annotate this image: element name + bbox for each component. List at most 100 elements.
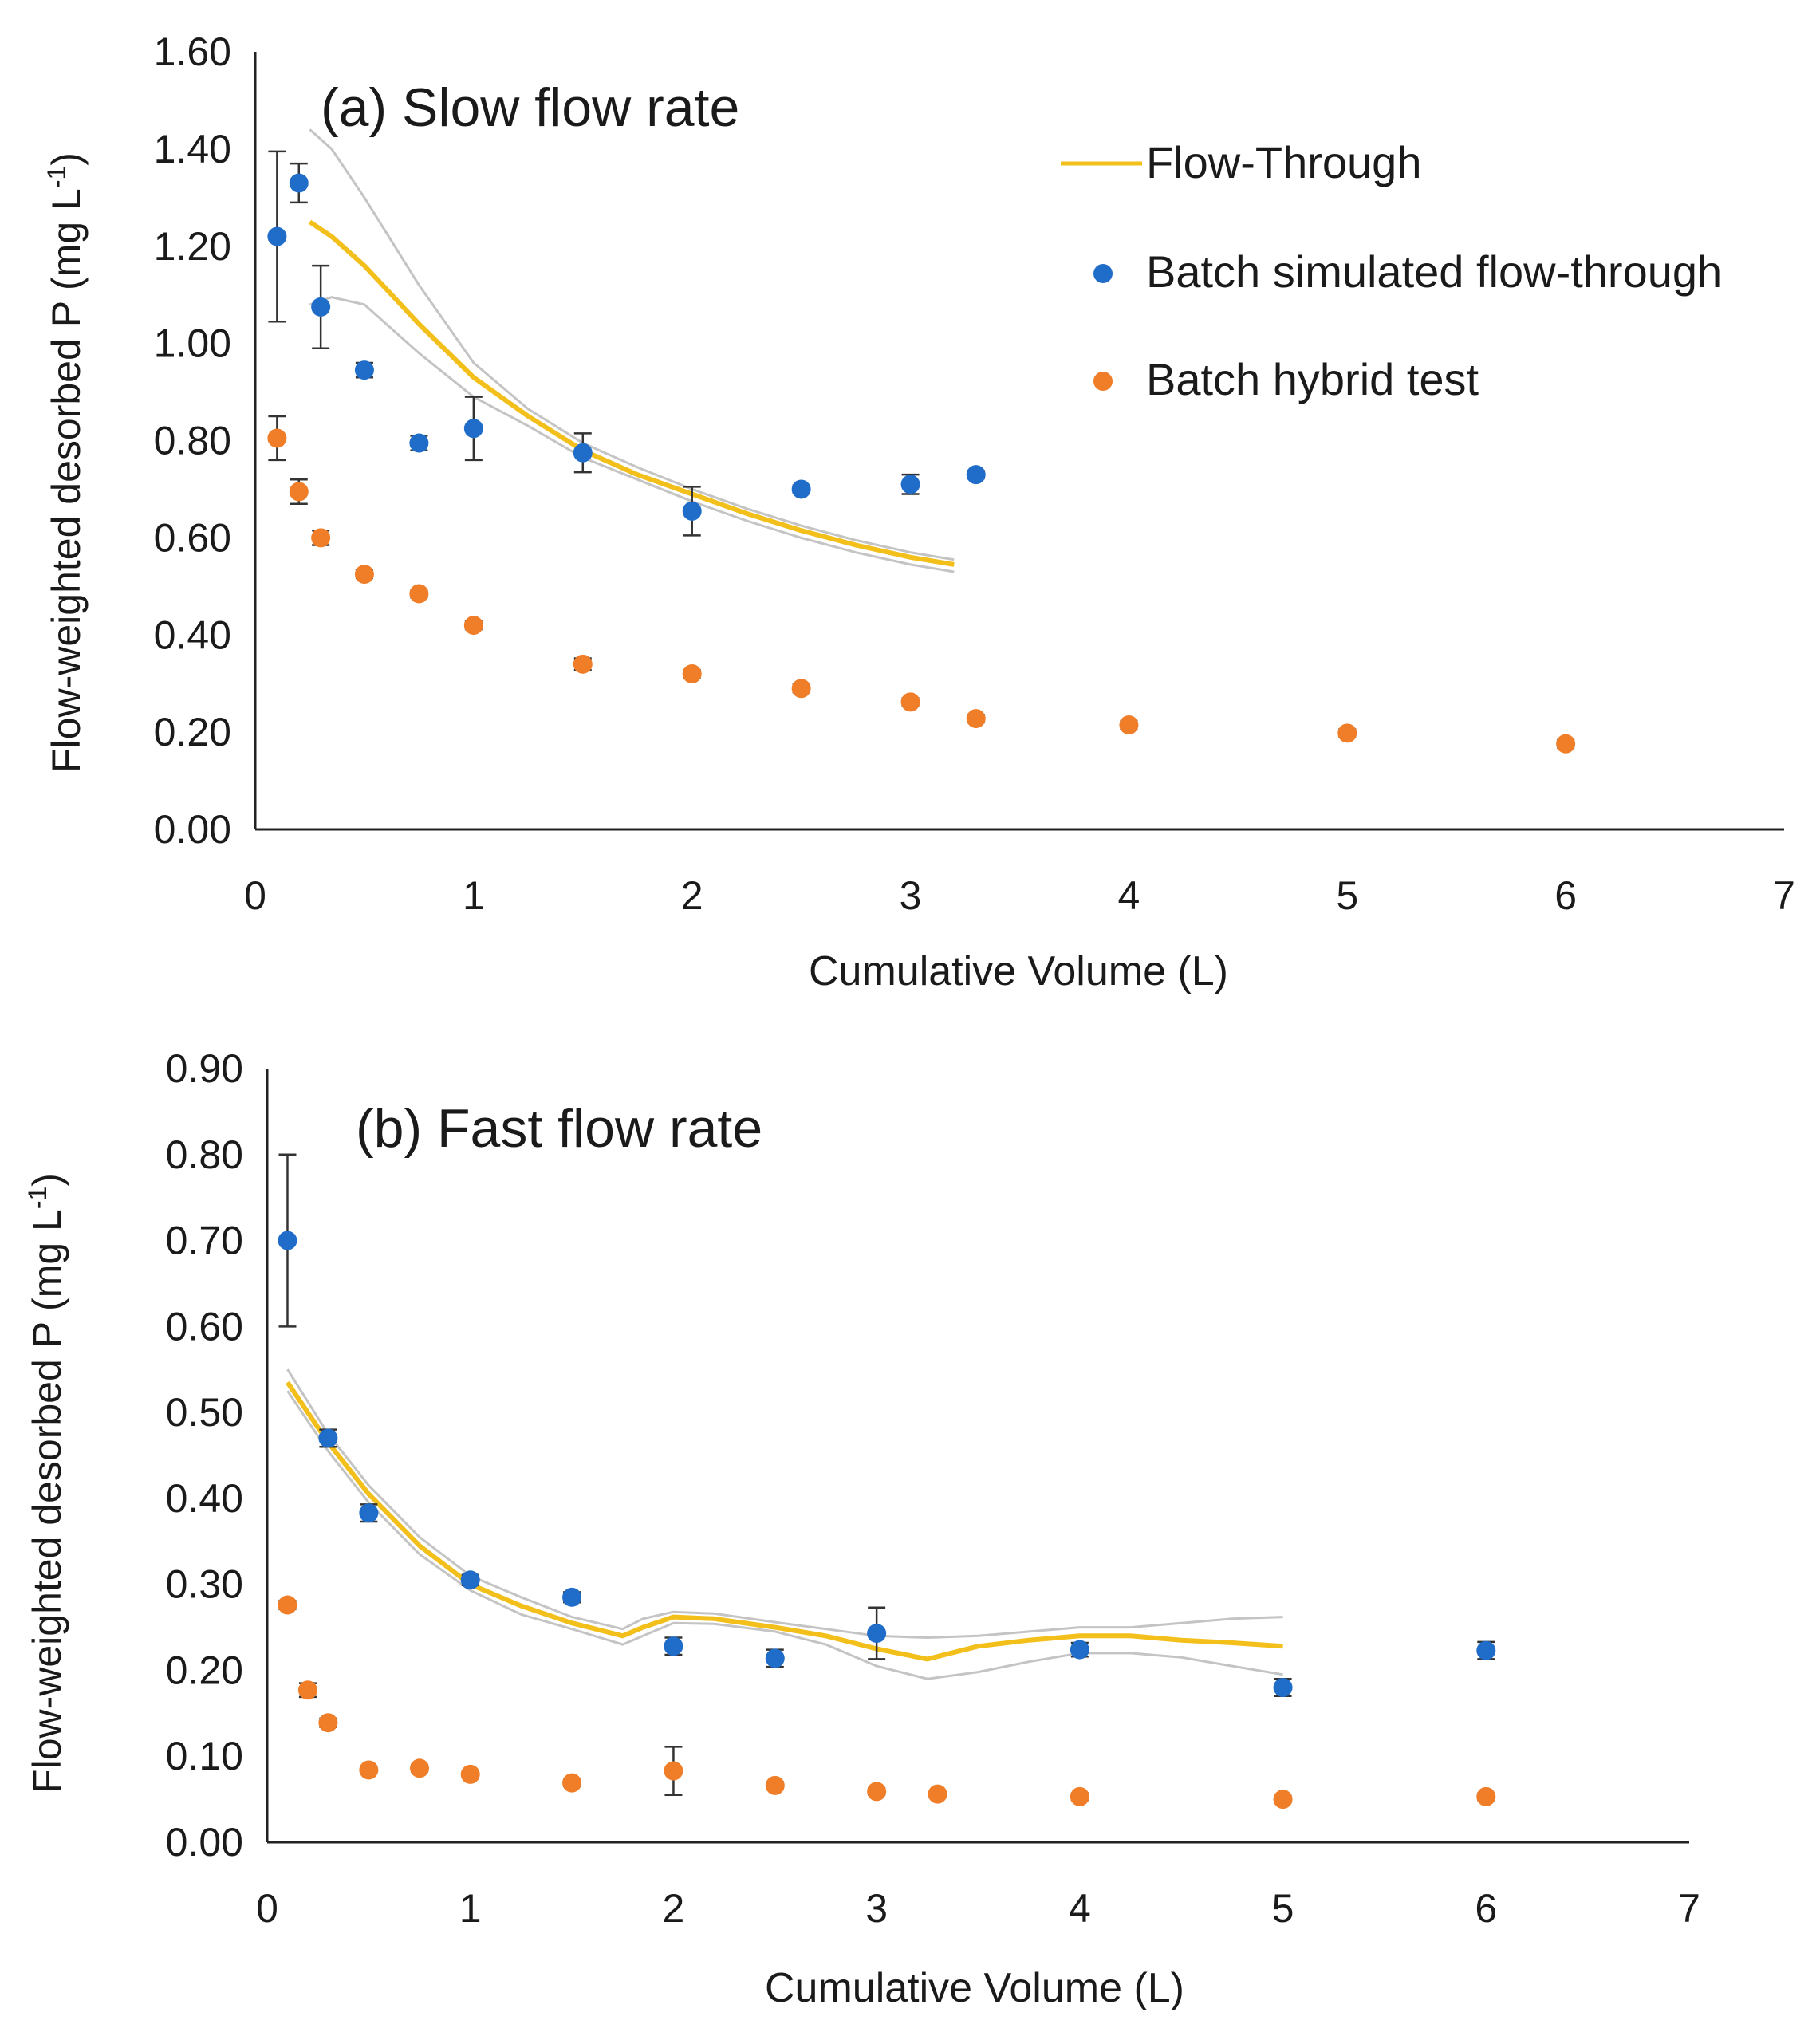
panel-a-y-tick-label: 1.60 <box>154 30 231 74</box>
panel-a-y-tick-label: 1.20 <box>154 224 231 269</box>
panel-b-batch-simulated-point <box>1070 1640 1089 1660</box>
legend-flow-through-label: Flow-Through <box>1146 137 1421 187</box>
panel-a-flow-through-lower-bound <box>309 296 955 573</box>
panel-a: 0.00 0.20 0.40 0.60 0.80 1.00 1.20 1.40 1.60 0 1 2 3… <box>42 30 1795 994</box>
legend-batch-simulated-marker <box>1093 264 1113 283</box>
panel-b-batch-simulated-point <box>278 1231 297 1250</box>
panel-a-x-tick-label: 2 <box>681 873 703 918</box>
panel-a-y-tick-label: 0.20 <box>154 710 231 754</box>
legend-batch-hybrid-marker <box>1093 372 1113 391</box>
panel-a-batch-hybrid-point <box>354 565 374 585</box>
legend: Flow-Through Batch simulated flow-throug… <box>1061 137 1722 404</box>
panel-a-batch-hybrid-point <box>267 428 287 448</box>
panel-b-batch-simulated-point <box>318 1428 338 1448</box>
panel-b-x-tick-label: 0 <box>256 1886 278 1931</box>
panel-a-x-tick-label: 5 <box>1336 873 1358 918</box>
panel-b-y-tick-label: 0.20 <box>166 1648 243 1692</box>
panel-b-flow-through-line <box>286 1380 1283 1662</box>
panel-b-x-tick-label: 3 <box>865 1886 888 1931</box>
panel-b-y-tick-label: 0.60 <box>166 1304 243 1349</box>
panel-b-y-tick-label: 0.40 <box>166 1476 243 1521</box>
panel-a-batch-hybrid-point <box>1337 723 1357 743</box>
panel-b-x-tick-label: 1 <box>459 1886 482 1931</box>
panel-b-batch-hybrid-point <box>1476 1786 1496 1806</box>
panel-b-y-tick-label: 0.10 <box>166 1734 243 1778</box>
panel-b-batch-hybrid-point <box>1070 1786 1089 1806</box>
panel-a-flow-through-line <box>308 219 955 567</box>
panel-a-x-tick-label: 6 <box>1554 873 1577 918</box>
panel-b-batch-hybrid-point <box>664 1761 683 1781</box>
panel-a-title: (a) Slow flow rate <box>321 77 739 138</box>
panel-b-batch-hybrid-point <box>278 1595 297 1615</box>
panel-a-batch-hybrid-point <box>900 692 920 712</box>
panel-a-x-tick-label: 4 <box>1118 873 1140 918</box>
panel-a-batch-hybrid-point <box>682 664 702 683</box>
panel-b-y-axis-title: Flow-weighted desorbed P (mg L-1) <box>23 1173 69 1794</box>
panel-b-batch-hybrid-point <box>928 1784 947 1804</box>
panel-b-batch-hybrid-point <box>562 1773 582 1793</box>
panel-a-batch-simulated-point <box>463 419 483 439</box>
panel-b-batch-simulated-point <box>359 1503 379 1523</box>
panel-a-batch-simulated-point <box>311 297 331 317</box>
panel-b-batch-hybrid-point <box>867 1782 887 1802</box>
panel-b-title: (b) Fast flow rate <box>356 1098 762 1159</box>
panel-a-batch-hybrid-point <box>463 616 483 636</box>
panel-a-batch-hybrid-point <box>311 528 331 548</box>
panel-a-x-tick-label: 3 <box>900 873 922 918</box>
panel-b-batch-simulated-point <box>1273 1678 1293 1697</box>
panel-b-batch-simulated-point <box>562 1587 582 1607</box>
panel-a-y-axis-title: Flow-weighted desorbed P (mg L-1) <box>42 152 89 773</box>
panel-a-batch-simulated-point <box>966 465 986 485</box>
panel-a-batch-hybrid-point <box>409 584 429 604</box>
panel-b-x-tick-label: 2 <box>663 1886 685 1931</box>
panel-a-batch-simulated-point <box>409 433 429 453</box>
panel-b-x-axis-title: Cumulative Volume (L) <box>765 1965 1184 2011</box>
panel-a-y-tick-label: 0.40 <box>154 612 231 657</box>
panel-a-batch-simulated-point <box>573 443 593 463</box>
panel-a-y-tick-label: 1.00 <box>154 321 231 366</box>
panel-a-batch-hybrid-point <box>1119 715 1139 734</box>
panel-a-batch-simulated-point <box>791 479 811 499</box>
panel-b-batch-simulated-point <box>664 1636 683 1656</box>
panel-b: 0.00 0.10 0.20 0.30 0.40 0.50 0.60 0.70 0.80 0.90… <box>23 1046 1700 2011</box>
panel-a-batch-hybrid-point <box>1556 734 1576 754</box>
panel-b-y-tick-label: 0.50 <box>166 1390 243 1435</box>
panel-a-y-tick-label: 0.80 <box>154 419 231 463</box>
panel-b-y-tick-label: 0.30 <box>166 1562 243 1607</box>
panel-b-flow-through-upper-bound <box>286 1368 1283 1640</box>
panel-b-x-tick-label: 6 <box>1475 1886 1497 1931</box>
panel-a-batch-hybrid-point <box>966 709 986 729</box>
panel-b-y-tick-label: 0.80 <box>166 1132 243 1177</box>
panel-b-batch-simulated-point <box>867 1624 887 1644</box>
panel-a-batch-simulated-point <box>354 360 374 380</box>
panel-b-batch-hybrid-point <box>297 1680 317 1700</box>
panel-a-x-tick-label: 0 <box>244 873 266 918</box>
panel-b-batch-hybrid-point <box>1273 1790 1293 1810</box>
panel-b-y-tick-label: 0.70 <box>166 1219 243 1263</box>
panel-b-x-tick-label: 5 <box>1272 1886 1294 1931</box>
panel-a-batch-hybrid-point <box>573 654 593 674</box>
panel-a-batch-hybrid-point <box>289 482 309 502</box>
panel-a-y-tick-label: 1.40 <box>154 127 231 171</box>
panel-a-batch-simulated-point <box>682 501 702 521</box>
panel-b-batch-hybrid-point <box>765 1775 785 1795</box>
panel-b-batch-simulated-point <box>765 1648 785 1668</box>
panel-a-batch-simulated-point <box>289 173 309 193</box>
panel-a-batch-hybrid-point <box>791 679 811 699</box>
panel-b-y-tick-label: 0.00 <box>166 1820 243 1865</box>
panel-b-batch-hybrid-point <box>359 1760 379 1780</box>
panel-b-batch-simulated-point <box>460 1570 480 1590</box>
panel-a-x-axis-title: Cumulative Volume (L) <box>809 948 1228 994</box>
panel-b-batch-hybrid-point <box>410 1758 430 1778</box>
panel-b-batch-hybrid-point <box>318 1713 338 1733</box>
panel-a-y-tick-label: 0.60 <box>154 515 231 560</box>
panel-b-batch-simulated-point <box>1476 1640 1496 1660</box>
panel-b-batch-hybrid-point <box>460 1764 480 1784</box>
panel-b-x-tick-label: 7 <box>1678 1886 1700 1931</box>
panel-a-x-tick-label: 7 <box>1773 873 1795 918</box>
panel-a-y-tick-label: 0.00 <box>154 807 231 852</box>
panel-b-x-tick-label: 4 <box>1069 1886 1091 1931</box>
panel-a-batch-simulated-point <box>900 475 920 494</box>
